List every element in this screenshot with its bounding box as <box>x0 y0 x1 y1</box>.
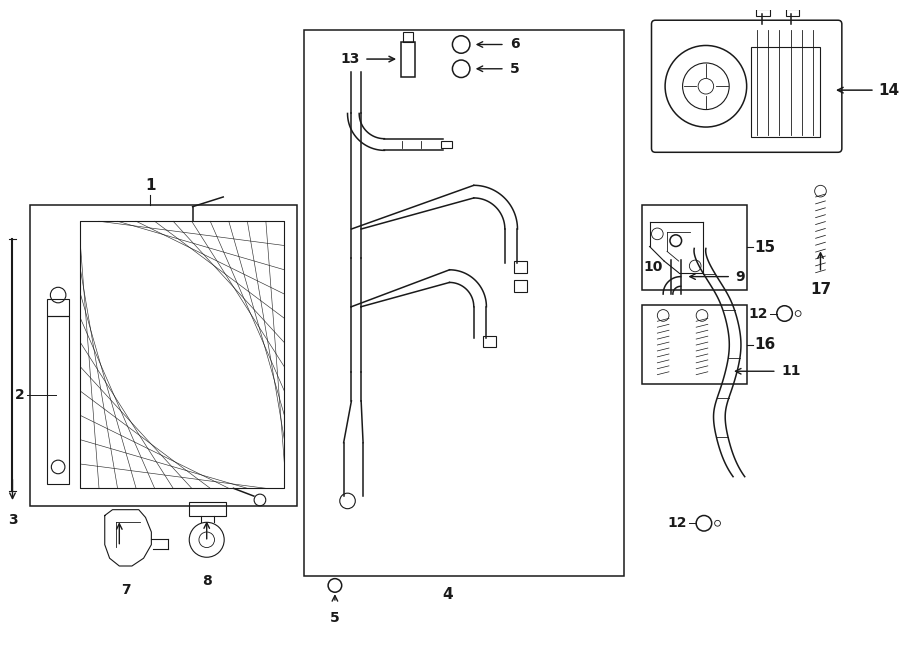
Bar <box>751 48 821 137</box>
Text: 12: 12 <box>749 307 768 321</box>
Bar <box>441 141 453 149</box>
Bar <box>304 30 625 576</box>
Text: 1: 1 <box>145 178 156 193</box>
Text: 4: 4 <box>443 588 454 602</box>
Text: 7: 7 <box>122 584 130 598</box>
Text: 10: 10 <box>644 260 663 274</box>
Text: 12: 12 <box>668 516 688 530</box>
Bar <box>642 305 747 385</box>
Bar <box>189 502 226 516</box>
Text: 16: 16 <box>754 337 776 352</box>
Bar <box>48 299 68 317</box>
Bar <box>30 205 297 506</box>
Bar <box>642 205 747 290</box>
Text: 15: 15 <box>754 240 776 255</box>
Text: 2: 2 <box>14 387 24 402</box>
Text: 5: 5 <box>509 61 519 76</box>
Bar <box>482 336 496 348</box>
Text: 5: 5 <box>330 611 340 625</box>
Text: 3: 3 <box>8 512 17 527</box>
Text: 8: 8 <box>202 574 211 588</box>
Text: 14: 14 <box>878 83 900 98</box>
Bar <box>514 261 527 273</box>
Bar <box>80 221 284 488</box>
Text: 9: 9 <box>735 270 744 284</box>
Text: 17: 17 <box>810 282 831 297</box>
Bar <box>400 42 415 77</box>
Text: 6: 6 <box>509 38 519 52</box>
Bar <box>48 317 68 485</box>
Bar <box>514 280 527 292</box>
Bar <box>786 9 799 17</box>
Text: 13: 13 <box>341 52 360 66</box>
Text: 11: 11 <box>781 364 801 378</box>
Bar <box>403 32 412 42</box>
Bar <box>756 9 770 17</box>
